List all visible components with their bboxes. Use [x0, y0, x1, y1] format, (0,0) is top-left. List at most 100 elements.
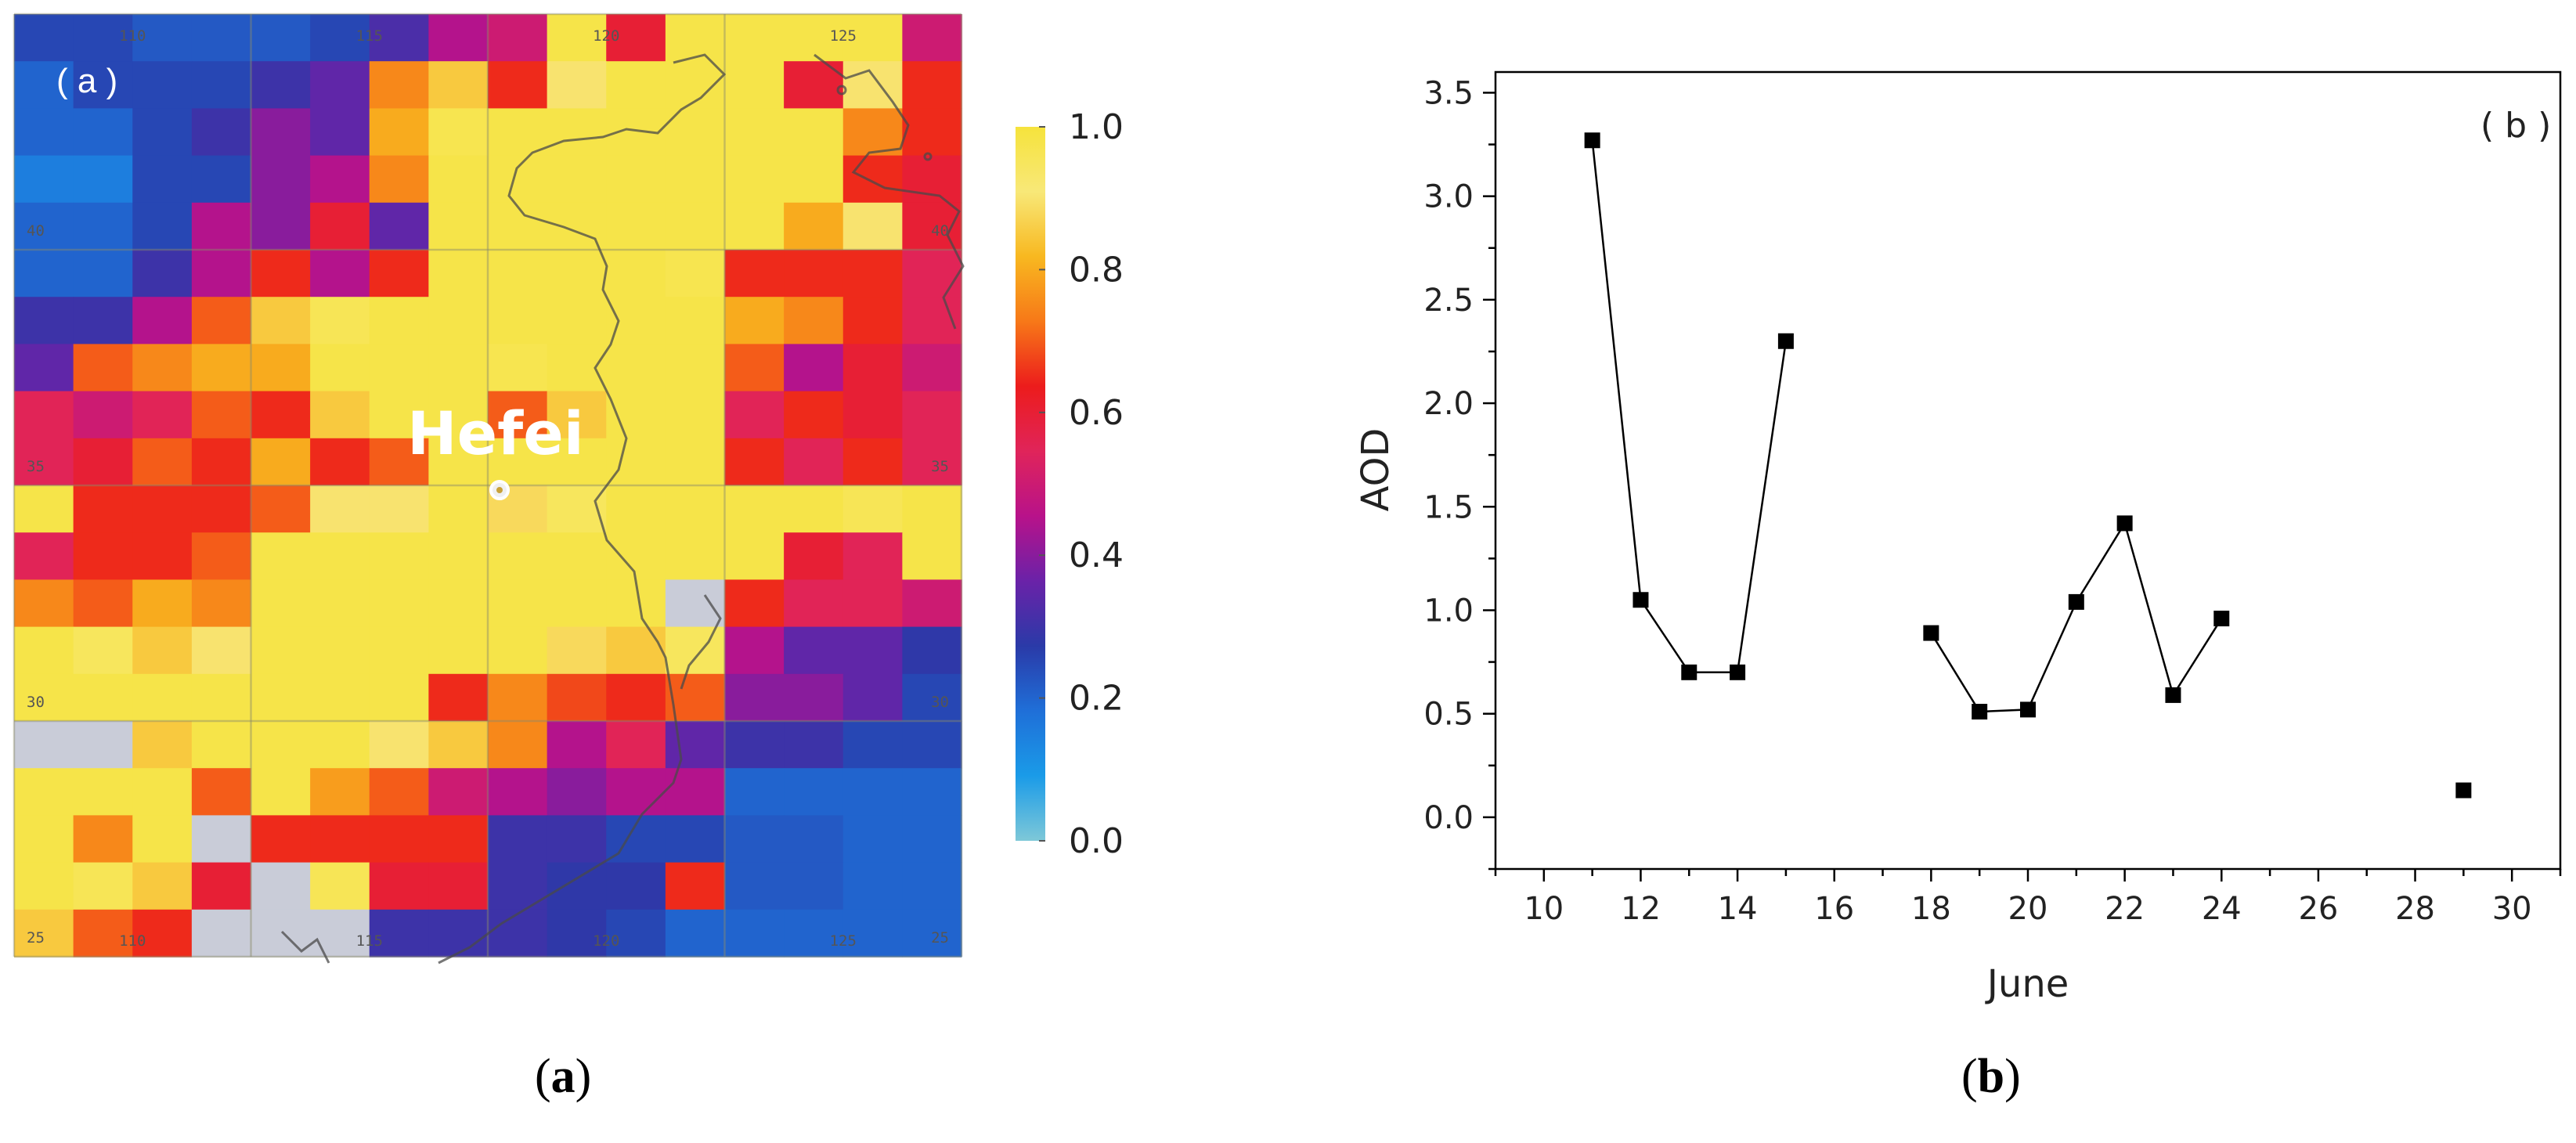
colorbar-ticks: 1.0 0.8 0.6 0.4 0.2 0.0	[1039, 107, 1124, 861]
aod-cell	[73, 391, 133, 439]
series-line	[1591, 140, 1788, 674]
aod-cell	[132, 155, 193, 204]
aod-cell	[488, 909, 548, 957]
aod-cell	[428, 14, 489, 62]
aod-cell	[665, 768, 726, 816]
aod-cell	[251, 108, 311, 157]
plot-frame	[1494, 70, 2562, 871]
aod-cell	[14, 626, 74, 675]
aod-cell	[606, 626, 666, 675]
aod-cell	[191, 391, 252, 439]
caption-a: (a)	[535, 1050, 592, 1103]
aod-cell	[132, 862, 193, 910]
aod-cell	[724, 438, 785, 486]
aod-cell	[428, 202, 489, 251]
aod-cell	[902, 909, 962, 957]
aod-cell	[784, 909, 844, 957]
aod-cell	[132, 485, 193, 533]
aod-cell	[842, 108, 903, 157]
colorbar	[1016, 127, 1045, 841]
aod-cell	[606, 673, 666, 722]
aod-cell	[547, 862, 607, 910]
aod-cell	[902, 815, 962, 864]
aod-cell	[132, 202, 193, 251]
aod-cell	[191, 344, 252, 392]
aod-cell	[14, 438, 74, 486]
aod-cell	[784, 626, 844, 675]
aod-cell	[842, 532, 903, 580]
aod-cell	[606, 14, 666, 62]
aod-cell	[310, 721, 370, 769]
data-point	[1972, 704, 1988, 720]
aod-cell	[191, 909, 252, 957]
aod-cell	[428, 815, 489, 864]
aod-cell	[428, 297, 489, 344]
aod-cell	[369, 626, 429, 675]
x-tick-label: 12	[1621, 891, 1661, 927]
aod-cell	[73, 202, 133, 251]
aod-cell	[724, 155, 785, 204]
aod-cell	[606, 532, 666, 580]
aod-cell	[73, 721, 133, 769]
aod-cell	[191, 626, 252, 675]
aod-cell	[724, 391, 785, 439]
aod-cell	[14, 815, 74, 864]
lat-tick-right: 35	[931, 458, 949, 475]
aod-cell	[488, 297, 548, 344]
aod-cell	[724, 673, 785, 722]
aod-cell	[784, 250, 844, 297]
aod-cell	[842, 768, 903, 816]
aod-cell	[73, 909, 133, 957]
aod-cell	[488, 202, 548, 251]
aod-cell	[132, 438, 193, 486]
aod-cell	[191, 297, 252, 344]
aod-cell	[73, 438, 133, 486]
aod-cell	[310, 391, 370, 439]
aod-cell	[842, 344, 903, 392]
aod-cell	[191, 250, 252, 297]
lat-tick-right: 25	[931, 929, 949, 946]
aod-cell	[251, 438, 311, 486]
aod-cell	[488, 61, 548, 109]
aod-cell	[606, 391, 666, 439]
aod-cell	[14, 391, 74, 439]
aod-cell	[191, 768, 252, 816]
aod-cell	[842, 721, 903, 769]
aod-cell	[310, 862, 370, 910]
aod-cell	[784, 815, 844, 864]
x-axis-label: June	[1985, 962, 2069, 1006]
aod-cell	[547, 14, 607, 62]
aod-cell	[251, 626, 311, 675]
aod-cell	[369, 532, 429, 580]
aod-cell	[369, 673, 429, 722]
aod-cell	[251, 391, 311, 439]
aod-cell	[606, 721, 666, 769]
aod-cell	[310, 202, 370, 251]
coastline	[280, 53, 965, 965]
x-tick-label: 30	[2492, 891, 2532, 927]
data-point	[2020, 701, 2036, 718]
aod-cell	[14, 673, 74, 722]
aod-cell	[191, 862, 252, 910]
aod-cell	[606, 344, 666, 392]
aod-cell	[547, 391, 607, 439]
x-tick-label: 28	[2395, 891, 2435, 927]
caption-b: (b)	[1961, 1050, 2021, 1103]
aod-cell	[488, 532, 548, 580]
aod-cell	[310, 438, 370, 486]
aod-cell	[842, 579, 903, 628]
aod-cell	[724, 297, 785, 344]
data-point	[1730, 664, 1746, 680]
aod-cell	[842, 673, 903, 722]
aod-cell	[488, 14, 548, 62]
data-point	[2116, 515, 2133, 532]
aod-cell	[724, 108, 785, 157]
aod-cell	[428, 626, 489, 675]
aod-cell	[665, 155, 726, 204]
lon-tick-top: 115	[356, 27, 383, 45]
aod-cell	[251, 532, 311, 580]
aod-cell	[428, 532, 489, 580]
aod-cell	[73, 297, 133, 344]
aod-cell	[251, 202, 311, 251]
aod-cell	[488, 438, 548, 486]
